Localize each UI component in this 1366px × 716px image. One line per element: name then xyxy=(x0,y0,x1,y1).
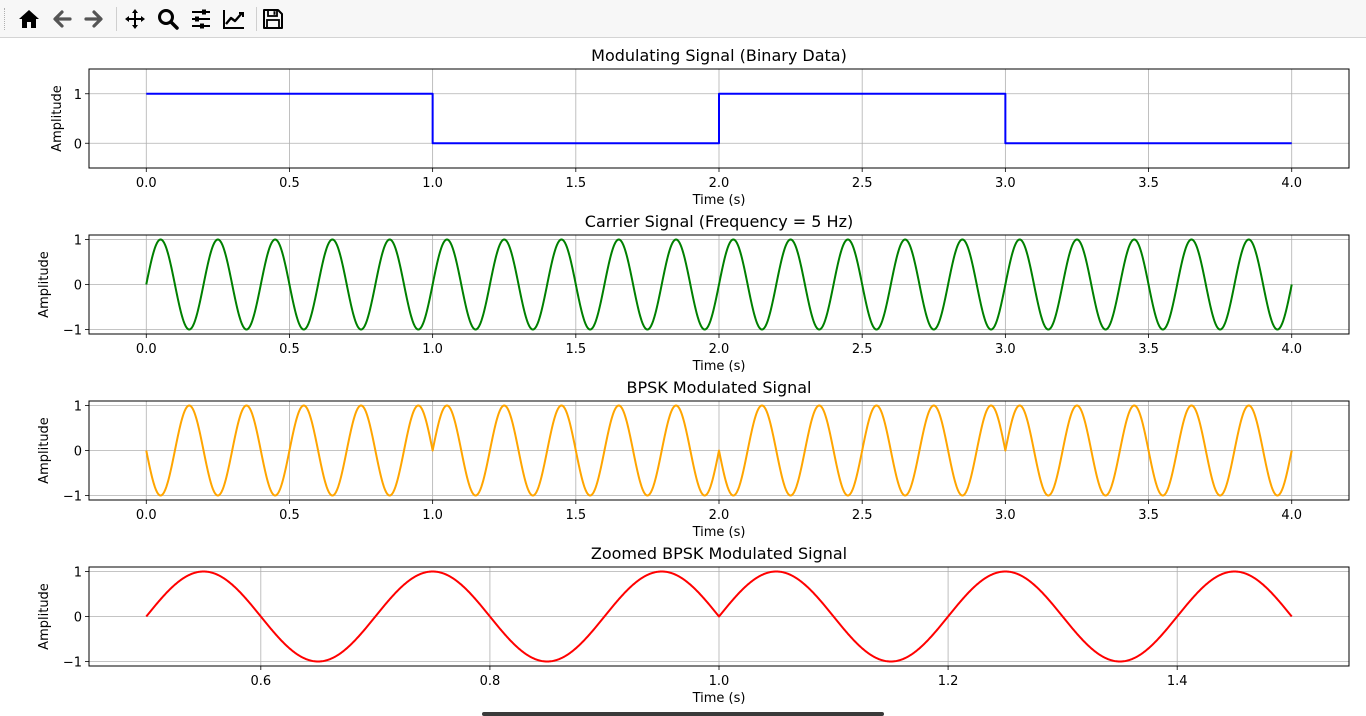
y-tick-label: −1 xyxy=(63,490,82,505)
toolbar-separator xyxy=(256,7,257,31)
subplot-1[interactable]: Modulating Signal (Binary Data) 0.0 0.5 1.0… xyxy=(50,46,1350,208)
navigation-toolbar xyxy=(0,0,1366,38)
x-tick-label: 3.5 xyxy=(1138,508,1159,523)
line-chart-icon xyxy=(223,10,244,29)
subplot-2[interactable]: Carrier Signal (Frequency = 5 Hz) 0.0 0.5 1… xyxy=(37,212,1350,374)
x-tick-label: 0.6 xyxy=(250,674,271,689)
subplot-title: Modulating Signal (Binary Data) xyxy=(591,46,847,65)
x-tick-label: 0.5 xyxy=(279,176,300,191)
x-tick-label: 0.0 xyxy=(136,176,157,191)
sliders-icon xyxy=(192,9,210,29)
series-line-1 xyxy=(145,570,1293,663)
save-button[interactable] xyxy=(258,4,288,34)
x-axis-label: Time (s) xyxy=(692,691,746,706)
axes-frame xyxy=(88,400,1350,501)
x-tick-label: 4.0 xyxy=(1281,342,1302,357)
zoom-icon xyxy=(158,9,179,30)
x-tick-label: 2.0 xyxy=(709,176,730,191)
y-axis-label: Amplitude xyxy=(37,417,52,484)
x-axis-label: Time (s) xyxy=(692,193,746,208)
arrow-right-icon xyxy=(84,10,103,28)
x-tick-label: 1.5 xyxy=(565,176,586,191)
save-icon xyxy=(263,9,283,29)
y-axis-label: Amplitude xyxy=(37,251,52,318)
x-tick-label: 3.0 xyxy=(995,342,1016,357)
x-tick-label: 1.0 xyxy=(422,342,443,357)
pan-button[interactable] xyxy=(120,4,150,34)
x-tick-label: 1.0 xyxy=(422,176,443,191)
y-tick-label: 0 xyxy=(74,445,82,460)
series-line-1 xyxy=(145,238,1293,331)
y-tick-label: 0 xyxy=(74,611,82,626)
series-line-1 xyxy=(146,92,1292,145)
x-tick-label: 1.4 xyxy=(1167,674,1188,689)
figure-canvas[interactable]: Modulating Signal (Binary Data) 0.0 0.5 1.0… xyxy=(0,38,1366,716)
x-tick-label: 1.0 xyxy=(422,508,443,523)
x-axis-label: Time (s) xyxy=(692,359,746,374)
x-tick-label: 0.0 xyxy=(136,508,157,523)
toolbar-grip[interactable] xyxy=(4,8,7,30)
subplot-title: Zoomed BPSK Modulated Signal xyxy=(591,544,847,563)
axes-frame xyxy=(88,68,1350,169)
subplot-3[interactable]: BPSK Modulated Signal 0.0 0.5 1.0 1.5 2.0 2.5 3… xyxy=(37,378,1350,540)
x-tick-label: 1.0 xyxy=(709,674,730,689)
subplot-4[interactable]: Zoomed BPSK Modulated Signal 0.6 0.8 1.0 1.2… xyxy=(37,544,1350,706)
series-line-1 xyxy=(145,404,1293,497)
x-tick-label: 4.0 xyxy=(1281,508,1302,523)
x-tick-label: 2.5 xyxy=(852,176,873,191)
arrow-left-icon xyxy=(53,10,72,28)
x-tick-label: 3.0 xyxy=(995,176,1016,191)
move-icon xyxy=(125,9,145,29)
axes-frame xyxy=(88,566,1350,667)
x-tick-label: 1.5 xyxy=(565,342,586,357)
configure-subplots-button[interactable] xyxy=(186,4,216,34)
y-tick-label: 0 xyxy=(74,279,82,294)
y-tick-label: 1 xyxy=(74,88,82,103)
x-axis-label: Time (s) xyxy=(692,525,746,540)
x-tick-label: 0.5 xyxy=(279,342,300,357)
toolbar-separator xyxy=(116,7,117,31)
x-tick-label: 1.2 xyxy=(938,674,959,689)
edit-axis-button[interactable] xyxy=(219,4,249,34)
subplot-title: BPSK Modulated Signal xyxy=(626,378,811,397)
y-tick-label: −1 xyxy=(63,324,82,339)
horizontal-scrollbar[interactable] xyxy=(482,712,884,716)
x-tick-label: 2.5 xyxy=(852,342,873,357)
x-tick-label: 2.5 xyxy=(852,508,873,523)
x-tick-label: 0.0 xyxy=(136,342,157,357)
x-tick-label: 3.5 xyxy=(1138,342,1159,357)
x-tick-label: 1.5 xyxy=(565,508,586,523)
y-tick-label: −1 xyxy=(63,656,82,671)
subplot-title: Carrier Signal (Frequency = 5 Hz) xyxy=(585,212,853,231)
x-tick-label: 3.5 xyxy=(1138,176,1159,191)
zoom-button[interactable] xyxy=(153,4,183,34)
x-tick-label: 2.0 xyxy=(709,342,730,357)
x-tick-label: 3.0 xyxy=(995,508,1016,523)
back-button[interactable] xyxy=(47,4,77,34)
x-tick-label: 0.8 xyxy=(480,674,501,689)
home-icon xyxy=(19,10,39,28)
forward-button[interactable] xyxy=(79,4,109,34)
x-tick-label: 2.0 xyxy=(709,508,730,523)
x-tick-label: 0.5 xyxy=(279,508,300,523)
axes-frame xyxy=(88,234,1350,335)
y-tick-label: 1 xyxy=(74,400,82,415)
home-button[interactable] xyxy=(14,4,44,34)
y-tick-label: 1 xyxy=(74,234,82,249)
y-tick-label: 0 xyxy=(74,137,82,152)
y-tick-label: 1 xyxy=(74,566,82,581)
y-axis-label: Amplitude xyxy=(37,583,52,650)
x-tick-label: 4.0 xyxy=(1281,176,1302,191)
y-axis-label: Amplitude xyxy=(50,85,65,152)
